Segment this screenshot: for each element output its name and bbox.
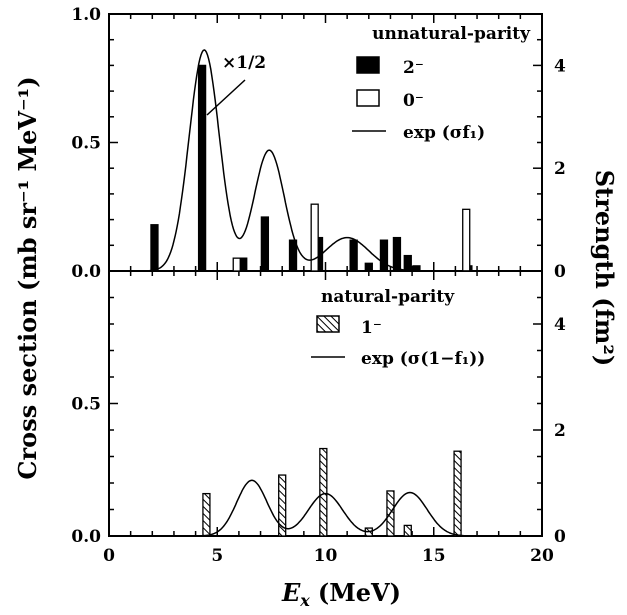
data-bar — [453, 450, 462, 537]
y-left-axis-title: Cross section (mb sr⁻¹ MeV⁻¹) — [13, 76, 42, 479]
x-tick-label: 0 — [103, 546, 115, 566]
y-right-tick-label: 0 — [554, 527, 566, 547]
data-bar — [403, 524, 412, 537]
data-bar — [288, 239, 298, 272]
legend-label-1minus: 1⁻ — [361, 318, 382, 338]
y-right-tick-label: 2 — [554, 421, 566, 441]
annotation-leader — [206, 79, 246, 116]
x-axis-title: Ex (MeV) — [281, 578, 401, 610]
data-bar — [260, 216, 270, 272]
y-right-tick-label: 4 — [554, 56, 566, 76]
legend-label-sigma-1-f1: exp (σ(1−f₁)) — [361, 349, 485, 369]
data-bar — [392, 236, 402, 272]
strength-curve — [109, 49, 542, 272]
x-tick-label: 20 — [530, 546, 554, 566]
data-bar — [278, 474, 287, 537]
data-bar — [349, 239, 358, 272]
y-right-axis-title: Strength (fm²) — [590, 170, 619, 366]
legend-label-2minus: 2⁻ — [403, 58, 424, 78]
strength-curve — [109, 479, 542, 537]
data-bar — [364, 262, 373, 272]
tick-labels: 0.0 0.5 1.0 0 2 4 0.0 0.5 0 2 4 0 5 10 15 20 — [71, 5, 566, 566]
data-bar — [319, 447, 328, 537]
data-bar — [403, 254, 412, 272]
y-left-tick-label: 0.5 — [71, 395, 101, 415]
y-right-tick-label: 4 — [554, 315, 566, 335]
y-right-tick-label: 2 — [554, 159, 566, 179]
top-legend-title: unnatural-parity — [372, 24, 531, 44]
y-right-tick-label: 0 — [554, 262, 566, 282]
x-tick-label: 5 — [211, 546, 223, 566]
data-bar — [150, 224, 159, 272]
y-left-tick-label: 0.0 — [71, 527, 101, 547]
y-left-tick-label: 1.0 — [71, 5, 101, 25]
legend-label-sigma-f1: exp (σf₁) — [403, 123, 485, 143]
data-bar — [202, 492, 211, 537]
data-bar — [197, 64, 207, 272]
x-tick-label: 15 — [422, 546, 446, 566]
data-bar — [379, 239, 389, 272]
data-bar — [310, 203, 319, 272]
x-tick-label: 10 — [314, 546, 338, 566]
legend-swatch-0minus — [356, 89, 380, 107]
y-left-tick-label: 0.5 — [71, 134, 101, 154]
data-bar — [232, 257, 241, 272]
data-bar — [462, 208, 471, 272]
scale-annotation: ×1/2 — [222, 53, 266, 73]
legend-swatch-2minus — [356, 56, 380, 74]
strength-curves — [109, 49, 542, 537]
y-left-tick-label: 0.0 — [71, 262, 101, 282]
bottom-legend-title: natural-parity — [321, 287, 455, 307]
legend-swatch-1minus — [316, 315, 340, 333]
data-bars — [150, 64, 473, 537]
legend-label-0minus: 0⁻ — [403, 91, 424, 111]
